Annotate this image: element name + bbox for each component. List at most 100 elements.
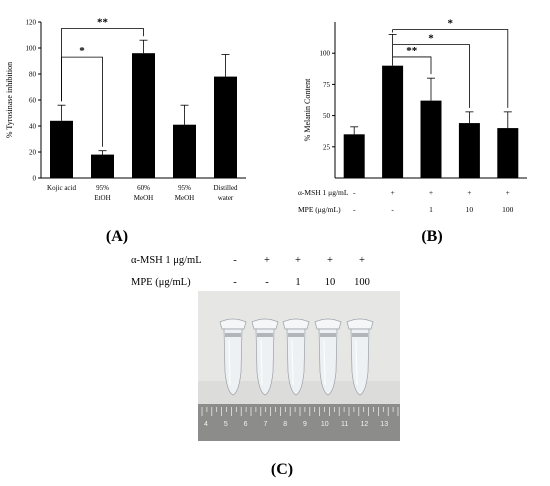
tube-highlight bbox=[291, 339, 294, 386]
x-category-label: MeOH bbox=[134, 194, 153, 202]
tube-body bbox=[223, 328, 243, 396]
treatment-row-value: 10 bbox=[466, 205, 474, 214]
x-category-label: MeOH bbox=[175, 194, 194, 202]
tube-highlight bbox=[228, 339, 231, 386]
significance-label: * bbox=[428, 32, 434, 44]
bar bbox=[173, 124, 196, 178]
ruler-number: 8 bbox=[283, 421, 287, 428]
y-tick-label: 25 bbox=[323, 143, 331, 151]
panel-c-label: (C) bbox=[271, 461, 293, 478]
treatment-row-value: - bbox=[353, 205, 356, 214]
significance-bracket bbox=[392, 56, 432, 75]
y-axis-label: % Tyrosinase inhibition bbox=[5, 62, 14, 138]
ruler-number: 5 bbox=[224, 421, 228, 428]
treatment-row-value: 10 bbox=[325, 277, 336, 288]
treatment-row-value: 1 bbox=[429, 205, 433, 214]
y-tick-label: 40 bbox=[29, 123, 37, 131]
tube-body bbox=[255, 328, 275, 396]
chart-a: 0 20 40 60 80 100 120 % Tyrosinase inhibition Ko… bbox=[5, 17, 246, 202]
significance-label: * bbox=[447, 17, 453, 29]
treatment-row-value: + bbox=[264, 255, 270, 266]
y-axis-label: % Melanin Content bbox=[303, 78, 312, 141]
x-category-label: 60% bbox=[137, 184, 150, 192]
bar bbox=[91, 154, 114, 178]
treatment-row-value: + bbox=[359, 255, 365, 266]
treatment-row-value: - bbox=[233, 255, 237, 266]
treatment-row-value: - bbox=[391, 205, 394, 214]
tube-highlight bbox=[260, 339, 263, 386]
y-tick-label: 80 bbox=[29, 71, 37, 79]
y-tick-label: 100 bbox=[26, 45, 37, 53]
x-category-label: 95% bbox=[96, 184, 109, 192]
bar bbox=[497, 128, 519, 178]
tube-body bbox=[286, 328, 306, 396]
treatment-row-value: 100 bbox=[502, 205, 514, 214]
treatment-row-value: - bbox=[265, 277, 269, 288]
x-category-label: Distilled bbox=[213, 184, 238, 192]
ruler-number: 6 bbox=[244, 421, 248, 428]
ruler bbox=[198, 404, 400, 441]
tube-band bbox=[257, 333, 273, 337]
treatment-row-value: + bbox=[467, 188, 471, 197]
x-category-label: Kojic acid bbox=[47, 184, 76, 192]
tube-cap bbox=[282, 318, 310, 330]
bar bbox=[132, 53, 155, 179]
treatment-row-value: 100 bbox=[354, 277, 370, 288]
tube-body bbox=[350, 328, 370, 396]
treatment-row-value: + bbox=[506, 188, 510, 197]
tube-body bbox=[318, 328, 338, 396]
y-tick-label: 75 bbox=[323, 81, 331, 89]
panel-a-label: (A) bbox=[106, 228, 128, 245]
significance-label: ** bbox=[406, 45, 418, 57]
panel-b-label: (B) bbox=[421, 228, 442, 245]
ruler-number: 9 bbox=[303, 421, 307, 428]
significance-bracket bbox=[392, 44, 470, 108]
y-tick-label: 120 bbox=[26, 19, 37, 27]
treatment-row-value: - bbox=[353, 188, 356, 197]
y-tick-label: 100 bbox=[320, 50, 331, 58]
tube-cap bbox=[346, 318, 374, 330]
x-category-label: water bbox=[218, 194, 234, 202]
treatment-row-label: α-MSH 1 μg/mL bbox=[131, 255, 202, 266]
significance-label: ** bbox=[97, 17, 109, 29]
y-tick-label: 0 bbox=[33, 175, 37, 183]
y-tick-label: 60 bbox=[29, 97, 37, 105]
tube-highlight bbox=[323, 339, 326, 386]
tube-highlight bbox=[355, 339, 358, 386]
treatment-row-value: + bbox=[295, 255, 301, 266]
tube-band bbox=[352, 333, 368, 337]
significance-label: * bbox=[79, 45, 85, 57]
bar bbox=[458, 123, 480, 178]
significance-bracket bbox=[392, 29, 509, 108]
treatment-row-label: MPE (μg/mL) bbox=[131, 277, 191, 288]
ruler-number: 12 bbox=[361, 421, 369, 428]
tube-cap bbox=[251, 318, 279, 330]
treatment-row-value: - bbox=[233, 277, 237, 288]
tube-cap bbox=[314, 318, 342, 330]
treatment-row-value: + bbox=[327, 255, 333, 266]
bar bbox=[50, 120, 73, 178]
treatment-row-value: + bbox=[429, 188, 433, 197]
tube-cap bbox=[219, 318, 247, 330]
ruler-number: 10 bbox=[321, 421, 329, 428]
tube-band bbox=[225, 333, 241, 337]
treatment-row-value: + bbox=[390, 188, 394, 197]
bar bbox=[343, 134, 365, 178]
treatment-row-label: α-MSH 1 μg/mL bbox=[298, 188, 349, 197]
ruler-number: 13 bbox=[380, 421, 388, 428]
ruler-number: 4 bbox=[204, 421, 208, 428]
x-category-label: 95% bbox=[178, 184, 191, 192]
bar bbox=[214, 76, 237, 178]
significance-bracket bbox=[61, 28, 144, 102]
treatment-row-label: MPE (μg/mL) bbox=[298, 205, 341, 214]
y-tick-label: 20 bbox=[29, 149, 37, 157]
panel-c: α-MSH 1 μg/mL - + + + + MPE (μg/mL) - - 1 10 100 4 5 6… bbox=[131, 255, 400, 441]
tube-band bbox=[288, 333, 304, 337]
y-tick-label: 50 bbox=[323, 112, 331, 120]
ruler-number: 11 bbox=[341, 421, 348, 428]
bar bbox=[420, 100, 442, 178]
bar bbox=[382, 65, 404, 178]
x-category-label: EtOH bbox=[94, 194, 110, 202]
